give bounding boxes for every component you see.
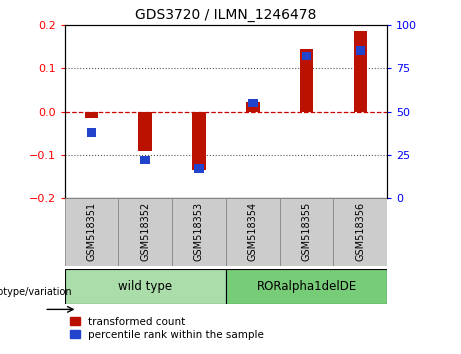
Legend: transformed count, percentile rank within the sample: transformed count, percentile rank withi… bbox=[70, 317, 264, 340]
Bar bbox=[140, 156, 150, 164]
Bar bbox=[248, 98, 258, 107]
Bar bbox=[172, 198, 226, 266]
Bar bbox=[85, 112, 98, 118]
Bar bbox=[301, 52, 311, 60]
Bar bbox=[333, 198, 387, 266]
Bar bbox=[194, 164, 204, 173]
Text: GSM518352: GSM518352 bbox=[140, 202, 150, 261]
Bar bbox=[65, 269, 226, 304]
Bar bbox=[87, 128, 96, 137]
Bar bbox=[226, 269, 387, 304]
Bar bbox=[226, 198, 280, 266]
Bar bbox=[300, 50, 313, 112]
Bar bbox=[192, 112, 206, 170]
Title: GDS3720 / ILMN_1246478: GDS3720 / ILMN_1246478 bbox=[135, 8, 317, 22]
Text: RORalpha1delDE: RORalpha1delDE bbox=[256, 280, 357, 293]
Bar bbox=[354, 31, 367, 112]
Bar bbox=[118, 198, 172, 266]
Bar bbox=[65, 198, 118, 266]
Text: genotype/variation: genotype/variation bbox=[0, 287, 72, 297]
Bar bbox=[246, 102, 260, 112]
Text: wild type: wild type bbox=[118, 280, 172, 293]
Text: GSM518354: GSM518354 bbox=[248, 202, 258, 261]
Bar bbox=[280, 198, 333, 266]
Text: GSM518351: GSM518351 bbox=[86, 202, 96, 261]
Text: GSM518356: GSM518356 bbox=[355, 202, 366, 261]
Bar bbox=[355, 46, 365, 55]
Text: GSM518353: GSM518353 bbox=[194, 202, 204, 261]
Text: GSM518355: GSM518355 bbox=[301, 202, 312, 261]
Bar bbox=[138, 112, 152, 150]
